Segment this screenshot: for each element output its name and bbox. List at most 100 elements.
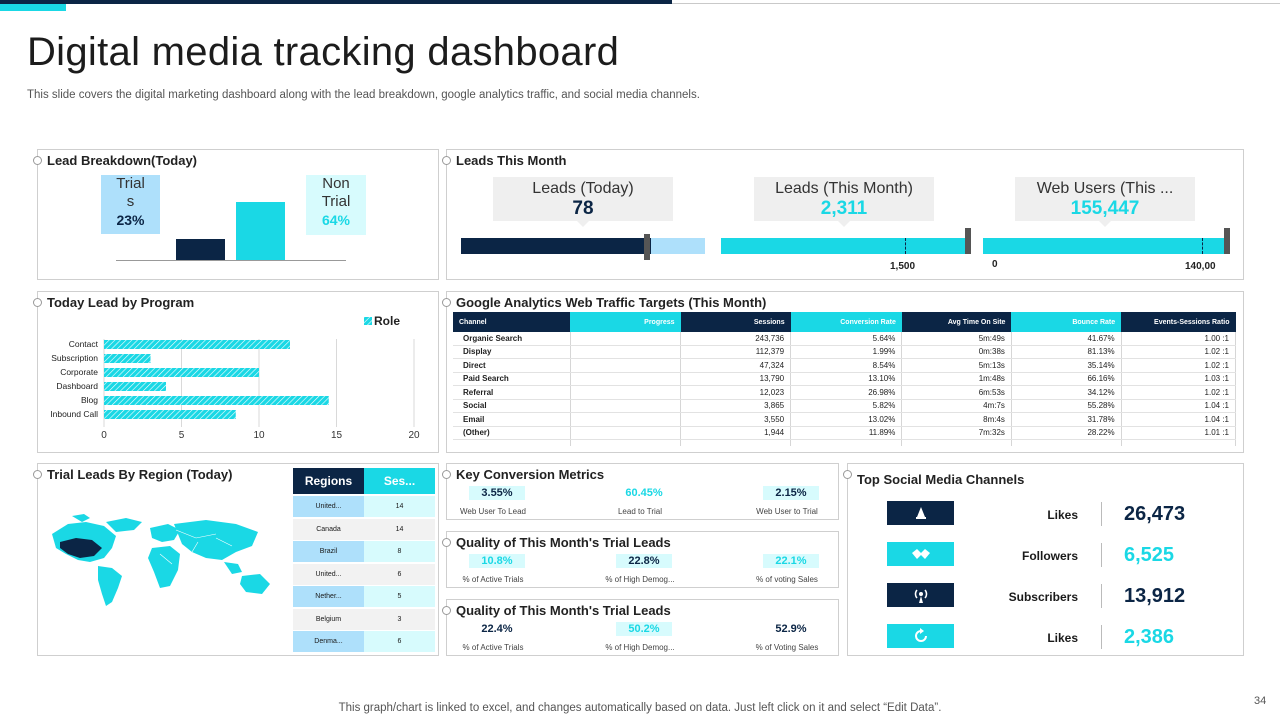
table-cell: 5m:13s [901, 358, 1012, 373]
social-value: 6,525 [1124, 544, 1175, 566]
gauge-fill [983, 238, 1227, 254]
metric-value: 22.8% [616, 554, 672, 568]
bar [104, 340, 290, 349]
table-row: Direct 47,324 8.54% 5m:13s 35.14% 1.02 :1 [453, 358, 1237, 373]
region-name-cell: Canada [293, 518, 364, 541]
table-cell [570, 385, 682, 400]
table-cell [570, 372, 682, 386]
gauge-track-month [721, 228, 971, 254]
handshake-icon [887, 542, 954, 566]
category-label: Contact [69, 339, 99, 349]
gauge-tick-label: 0 [992, 259, 998, 270]
panel-title: Trial Leads By Region (Today) [47, 467, 233, 482]
table-cell [1121, 439, 1237, 446]
kpi-leads-today: Leads (Today) 78 [493, 177, 673, 227]
gauge-tick-label: 1,500 [890, 261, 916, 272]
social-value: 13,912 [1124, 585, 1186, 607]
metric-value: 60.45% [616, 486, 672, 500]
table-cell [570, 345, 682, 359]
non-trial-label-line2: Trial [321, 193, 351, 210]
table-row-empty [453, 439, 1237, 446]
table-row: Organic Search 243,736 5.64% 5m:49s 41.67% 1.… [453, 332, 1237, 346]
region-sessions-cell: 14 [364, 518, 435, 541]
panel-bullet [33, 470, 42, 479]
table-header-cell: Avg Time On Site [901, 312, 1012, 332]
gauge-fill [721, 238, 965, 254]
table-row: Social 3,865 5.82% 4m:7s 55.28% 1.04 :1 [453, 399, 1237, 413]
metric-label: % of Voting Sales [755, 643, 819, 652]
table-cell: 8.54% [790, 358, 903, 373]
gauge-fill [461, 238, 652, 254]
bar [104, 396, 329, 405]
table-cell: 13.02% [790, 412, 903, 427]
metric-label: % of Active Trials [462, 643, 524, 652]
panel-bullet [442, 538, 451, 547]
table-cell: 13.10% [790, 372, 903, 386]
social-label: Likes [1047, 508, 1078, 522]
region-sessions-cell: 8 [364, 541, 435, 563]
footer-note: This graph/chart is linked to excel, and… [338, 702, 942, 714]
table-row: Paid Search 13,790 13.10% 1m:48s 66.16% 1.03 … [453, 372, 1237, 386]
table-cell: 1.04 :1 [1121, 412, 1237, 427]
table-row: Email 3,550 13.02% 8m:4s 31.78% 1.04 :1 [453, 412, 1237, 427]
table-cell: 112,379 [680, 345, 792, 359]
kpi-label: Leads (Today) [532, 180, 634, 197]
table-cell: 1m:48s [901, 372, 1012, 386]
world-map [52, 514, 270, 606]
table-cell: 3,865 [680, 399, 792, 413]
trials-pct: 23% [116, 212, 145, 228]
page-subtitle: This slide covers the digital marketing … [27, 89, 700, 101]
gauge-target-line [905, 238, 907, 254]
table-cell: 34.12% [1011, 385, 1122, 400]
table-cell: Email [453, 412, 571, 427]
table-cell [1011, 439, 1122, 446]
top-accent-bar-dark [0, 0, 672, 4]
panel-bullet [442, 298, 451, 307]
panel-title: Leads This Month [456, 153, 567, 168]
table-cell: 1.01 :1 [1121, 426, 1237, 440]
category-label: Blog [81, 395, 98, 405]
metrics-panel: Quality of This Month's Trial Leads 10.8%… [442, 531, 839, 588]
panel-bullet [33, 156, 42, 165]
region-sessions-cell: 5 [364, 586, 435, 608]
kpi-leads-month: Leads (This Month) 2,311 [754, 177, 934, 227]
trials-label-line2: s [126, 193, 135, 210]
region-sessions-cell: 6 [364, 563, 435, 586]
gauge-tick-label: 140,00 [1185, 261, 1216, 272]
table-header-cell: Channel [453, 312, 571, 332]
table-cell [570, 426, 682, 440]
top-accent-bar-cyan [0, 4, 66, 11]
table-header-cell: Conversion Rate [790, 312, 902, 332]
legend-swatch [364, 317, 372, 325]
table-cell: 66.16% [1011, 372, 1122, 386]
table-cell: 26.98% [790, 385, 903, 400]
table-cell: Direct [453, 358, 571, 373]
leads-this-month-panel: Leads This Month Leads (Today) 78 Leads … [442, 149, 1244, 280]
table-cell: Display [453, 345, 571, 359]
region-panel: Trial Leads By Region (Today) Regions Ses… [33, 463, 439, 656]
table-cell: 7m:32s [901, 426, 1012, 440]
table-header-cell: Progress [570, 312, 681, 332]
region-sessions-cell: 14 [364, 496, 435, 518]
table-cell: (Other) [453, 426, 571, 440]
table-cell: 11.89% [790, 426, 903, 440]
kpi-value: 155,447 [1070, 198, 1140, 219]
kpi-value: 78 [572, 198, 594, 219]
gauge-marker [1224, 228, 1230, 254]
table-cell: 1.02 :1 [1121, 345, 1237, 359]
social-separator [1101, 625, 1102, 649]
panel-title: Top Social Media Channels [857, 472, 1025, 487]
page-number: 34 [1254, 695, 1267, 707]
gauge-target-line [1202, 238, 1204, 254]
table-cell: 47,324 [680, 358, 792, 373]
non-trial-bar [236, 202, 285, 260]
program-chart-panel: Today Lead by Program 0 5 10 15 20 Contact Sub… [33, 291, 439, 453]
table-cell: 41.67% [1011, 332, 1122, 346]
metrics-panel: Key Conversion Metrics 3.55% Web User To L… [442, 463, 839, 520]
region-name-cell: Brazil [293, 541, 364, 563]
table-cell [790, 439, 903, 446]
bar [104, 354, 151, 363]
table-header-cell: Events-Sessions Ratio [1121, 312, 1236, 332]
metric-value: 22.1% [763, 554, 819, 568]
table-cell: 1,944 [680, 426, 792, 440]
